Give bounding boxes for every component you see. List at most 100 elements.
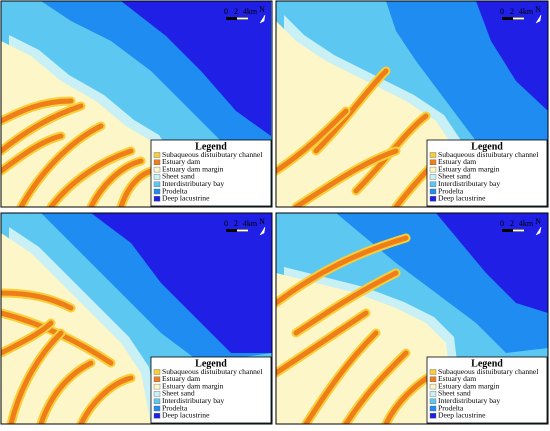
legend-item: Sheet sand: [162, 389, 195, 398]
dam-margin: [1, 233, 151, 424]
legend-item: Sheet sand: [162, 172, 195, 181]
legend-swatch: [153, 383, 161, 390]
legend-swatch: [153, 181, 161, 187]
legend-swatch: [153, 405, 161, 412]
estuary-dam: [38, 360, 94, 424]
scale-label: 4km: [519, 219, 534, 228]
estuary-dam: [293, 270, 399, 336]
north-arrow: [259, 14, 266, 24]
scale-label: 4km: [519, 7, 534, 16]
scale-bar: [237, 17, 248, 20]
panel-border: [0, 0, 273, 208]
legend-swatch: [153, 376, 161, 383]
legend-item: Estuary dam margin: [162, 164, 224, 173]
estuary-dam: [88, 158, 144, 207]
facies-map: [276, 1, 548, 207]
scale-label: 0: [224, 7, 228, 16]
panel-border: [0, 212, 273, 425]
legend-swatch: [153, 152, 161, 158]
estuary-dam: [343, 350, 409, 424]
north-arrow: [535, 14, 542, 24]
panel-border: [275, 212, 549, 425]
legend-item: Estuary dam: [438, 374, 476, 383]
legend-swatch: [429, 391, 437, 397]
north-arrow: [535, 226, 542, 236]
legend-swatch: [429, 383, 437, 390]
estuary-dam: [276, 108, 349, 174]
deep-lacustrine: [436, 213, 548, 313]
legend-swatch: [429, 159, 437, 166]
facies-map: [276, 213, 548, 424]
scale-label: 2: [510, 219, 514, 228]
legend-box: [150, 139, 272, 207]
legend-item: Estuary dam margin: [162, 381, 224, 390]
legend-swatch: [429, 398, 437, 404]
legend-swatch: [429, 188, 437, 195]
legend-item: Subaqueous distuibutary channel: [162, 150, 262, 159]
legend-box: [426, 356, 548, 424]
scale-label: 2: [234, 219, 238, 228]
legend-box: [426, 139, 548, 207]
legend-item: Deep lacustrine: [162, 411, 210, 420]
legend-item: Estuary dam margin: [438, 381, 500, 390]
scale-label: 4km: [243, 219, 258, 228]
scale-label: 2: [234, 7, 238, 16]
scale-label: 0: [500, 219, 504, 228]
estuary-dam: [78, 375, 134, 424]
legend-item: Deep lacustrine: [438, 194, 486, 203]
legend-item: Interdistributary bay: [162, 396, 224, 405]
north-arrow: [259, 226, 266, 236]
estuary-dam: [303, 330, 379, 424]
legend-item: Sheet sand: [438, 172, 471, 181]
north-label: N: [535, 5, 541, 14]
legend-item: Estuary dam margin: [438, 164, 500, 173]
legend-swatch: [429, 413, 437, 419]
estuary-dam: [293, 148, 399, 207]
legend-item: Estuary dam: [438, 157, 476, 166]
legend-swatch: [153, 166, 161, 173]
legend-item: Interdistributary bay: [438, 179, 500, 188]
legend-swatch: [429, 166, 437, 173]
legend-title: Legend: [471, 358, 503, 369]
legend-title: Legend: [195, 358, 227, 369]
legend-swatch: [153, 188, 161, 195]
deep-lacustrine: [91, 213, 272, 353]
estuary-dam: [118, 168, 154, 207]
facies-map: [1, 213, 272, 424]
legend-swatch: [153, 398, 161, 404]
north-label: N: [535, 217, 541, 226]
estuary-dam: [1, 103, 84, 154]
estuary-dam: [1, 98, 74, 124]
estuary-dam: [276, 310, 369, 376]
legend-swatch: [153, 174, 161, 180]
panel-border: [275, 0, 549, 208]
estuary-dam: [1, 133, 64, 174]
legend-item: Deep lacustrine: [162, 194, 210, 203]
legend-item: Prodelta: [438, 186, 464, 195]
scale-bar: [237, 229, 248, 232]
legend-swatch: [153, 391, 161, 397]
scale-label: 4km: [243, 7, 258, 16]
legend-swatch: [429, 405, 437, 412]
legend-swatch: [429, 174, 437, 180]
legend-item: Subaqueous distuibutary channel: [162, 367, 262, 376]
legend-swatch: [153, 159, 161, 166]
legend-swatch: [429, 376, 437, 383]
legend-swatch: [429, 369, 437, 375]
legend-item: Prodelta: [162, 403, 188, 412]
scale-bar: [513, 229, 524, 232]
legend-swatch: [153, 196, 161, 202]
legend-item: Estuary dam: [162, 374, 200, 383]
estuary-dam: [1, 290, 74, 311]
deep-lacustrine: [121, 1, 271, 136]
scale-label: 0: [500, 7, 504, 16]
legend-swatch: [153, 413, 161, 419]
legend-item: Prodelta: [438, 403, 464, 412]
legend-item: Prodelta: [162, 186, 188, 195]
scale-label: 2: [510, 7, 514, 16]
legend-item: Interdistributary bay: [162, 179, 224, 188]
